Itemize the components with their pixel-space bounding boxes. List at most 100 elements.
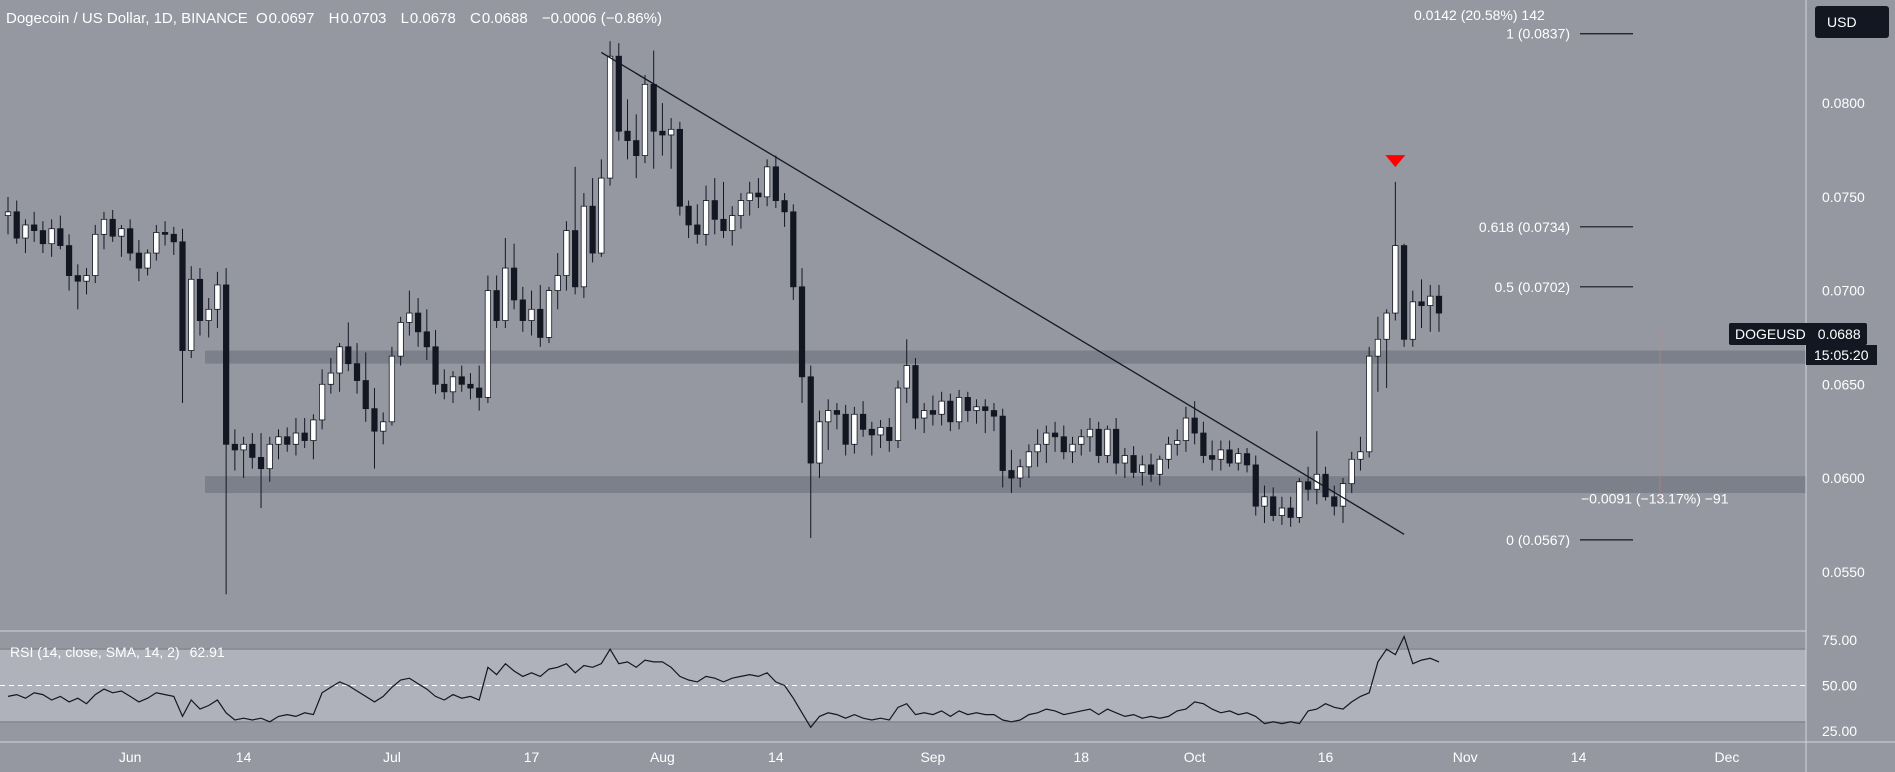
candle (1348, 451, 1355, 494)
candle-body (1261, 496, 1268, 507)
candle-body (284, 436, 291, 445)
candle-body (1357, 451, 1364, 460)
candle (859, 401, 867, 437)
candle-body (868, 428, 875, 436)
candle-body (563, 230, 570, 276)
candle-body (231, 443, 238, 451)
candle (729, 206, 736, 246)
candle-body (1427, 295, 1434, 306)
candle (240, 436, 247, 479)
candle-body (955, 397, 963, 423)
candle-body (921, 410, 928, 419)
candle (598, 159, 605, 257)
candle-body (467, 383, 474, 389)
candle (353, 343, 361, 394)
candle (833, 403, 841, 430)
y-tick-label: 0.0600 (1822, 470, 1865, 486)
candle (624, 99, 631, 160)
candle-body (973, 406, 980, 411)
candle-body (1060, 436, 1067, 453)
candle-body (764, 166, 771, 198)
candle (1427, 284, 1434, 332)
candle (720, 181, 727, 239)
rsi-label[interactable]: RSI (14, close, SMA, 14, 2) (10, 644, 180, 660)
candle-body (772, 166, 779, 201)
candle-body (842, 413, 849, 445)
candle-body (1034, 443, 1041, 453)
candle (1069, 436, 1076, 464)
candle (301, 418, 308, 449)
candle (537, 284, 544, 347)
candle-body (1165, 443, 1172, 460)
candle (668, 118, 675, 169)
y-tick-label: 0.0650 (1822, 376, 1865, 392)
x-tick-label: 16 (1318, 749, 1334, 765)
candle (257, 433, 265, 509)
candle-body (519, 299, 526, 321)
x-tick-label: Dec (1714, 749, 1739, 765)
candle-body (947, 400, 954, 423)
x-tick-label: Nov (1453, 749, 1478, 765)
candle-body (1374, 338, 1382, 357)
candle (990, 403, 998, 432)
candle (484, 275, 492, 404)
candle-body (109, 218, 116, 237)
candle-body (92, 233, 99, 276)
candle-series (4, 41, 1443, 595)
rsi-header: RSI (14, close, SMA, 14, 2) 62.91 (10, 644, 225, 660)
candle (458, 365, 465, 392)
candle-body (729, 215, 736, 231)
candle-body (668, 128, 675, 136)
candle-body (1095, 428, 1102, 456)
candle-body (1252, 464, 1259, 507)
candle (816, 410, 823, 479)
candle (1060, 425, 1067, 460)
candle-body (214, 284, 221, 310)
candle (196, 268, 204, 336)
candle-body (1051, 432, 1059, 438)
candle (231, 429, 238, 471)
candle (1287, 496, 1294, 527)
candle (1165, 436, 1172, 469)
candle-body (1392, 245, 1399, 314)
candle (31, 211, 38, 242)
price-tag-value: 0.0688 (1817, 326, 1861, 342)
candle (1095, 421, 1102, 464)
candle-body (31, 224, 38, 231)
symbol-label[interactable]: Dogecoin / US Dollar, 1D, BINANCE (6, 10, 248, 27)
x-tick-label: 14 (1571, 749, 1587, 765)
candle (1270, 487, 1277, 522)
candle-body (83, 275, 90, 282)
candle (947, 393, 954, 432)
candle (702, 185, 710, 246)
horizontal-zone (205, 350, 1806, 364)
candle-body (1278, 507, 1286, 516)
candle-body (685, 205, 692, 226)
candle (1409, 290, 1416, 347)
candle (1104, 425, 1111, 464)
candle (1217, 440, 1224, 471)
x-tick-label: Sep (920, 749, 945, 765)
candle-body (39, 230, 47, 245)
currency-button[interactable]: USD (1815, 6, 1889, 38)
candle (100, 211, 108, 250)
candle (449, 371, 457, 404)
high-key: H (328, 10, 340, 27)
candle (1383, 309, 1390, 389)
candle-body (1366, 355, 1373, 453)
candle (1043, 425, 1050, 464)
candle (1400, 243, 1408, 347)
candle-body (641, 83, 649, 156)
candle-body (929, 410, 937, 415)
candle-body (1243, 453, 1251, 466)
candle-body (825, 410, 832, 423)
candle (275, 429, 282, 460)
candle-body (1139, 464, 1146, 473)
candle-body (301, 432, 308, 441)
candle (1156, 455, 1163, 486)
candle (1357, 436, 1364, 471)
candle (266, 436, 273, 482)
candle (982, 399, 989, 434)
candle (886, 418, 893, 452)
